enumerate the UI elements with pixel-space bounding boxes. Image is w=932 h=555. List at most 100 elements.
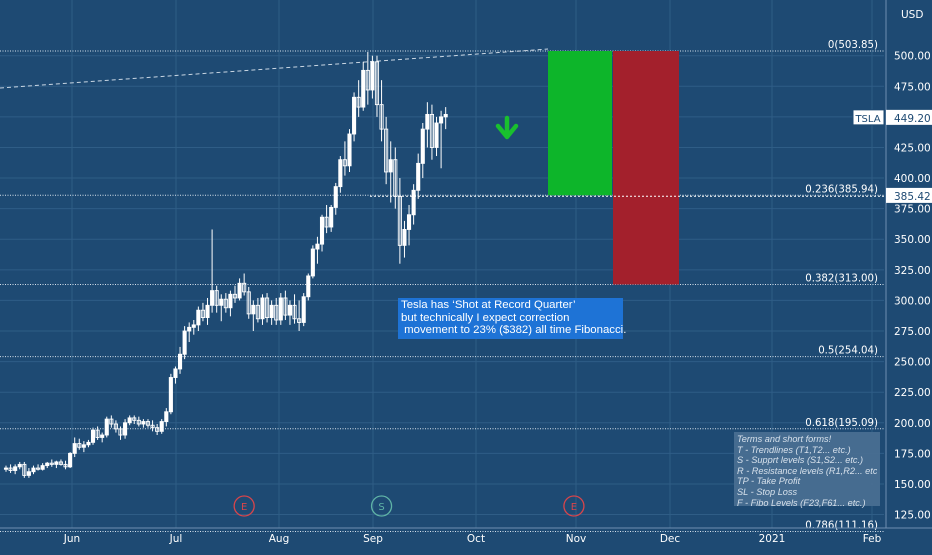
price-tick-label: 375.00 (894, 204, 931, 216)
candle (223, 293, 228, 313)
time-axis-label: Sep (363, 533, 383, 545)
candle (301, 293, 306, 327)
terms-line: S - Supprt levels (S1,S2... etc.) (737, 455, 864, 466)
candle (356, 80, 361, 117)
time-axis-label: 2021 (759, 533, 786, 545)
candle (132, 415, 137, 425)
candle-body (173, 368, 178, 378)
candle (77, 438, 82, 450)
candle (443, 107, 448, 130)
candle (393, 147, 398, 209)
candle-body (319, 216, 325, 245)
candle-body (297, 318, 302, 323)
candle (81, 441, 86, 453)
terms-line: F - Fibo Levels (F23,F61... etc.) (737, 497, 866, 508)
candle-body (95, 429, 100, 438)
candle (374, 55, 380, 117)
candle (210, 229, 215, 313)
candle (22, 461, 27, 478)
candle-body (384, 128, 389, 173)
candle-body (287, 304, 293, 316)
price-tick-label: 150.00 (894, 479, 931, 491)
target-zone (548, 50, 612, 196)
candle (228, 290, 233, 317)
candle-body (306, 275, 311, 298)
candle-body (242, 282, 247, 293)
candle-body (68, 452, 73, 468)
candle-body (443, 113, 448, 118)
candle (416, 153, 421, 199)
candle (54, 460, 59, 469)
candle (40, 463, 45, 471)
candle-body (420, 128, 425, 164)
candle-body (58, 461, 64, 465)
trendline (0, 48, 549, 89)
candle (429, 104, 434, 160)
candle (118, 426, 123, 440)
event-marker-circle (370, 495, 393, 517)
candle-body (205, 304, 210, 319)
candle-body (310, 248, 315, 277)
candle (200, 302, 205, 322)
candle-body (63, 463, 68, 468)
price-tick-label: 125.00 (894, 510, 931, 522)
event-marker-circle (563, 495, 585, 517)
candle (219, 294, 224, 322)
candle (347, 129, 352, 172)
candle (191, 319, 196, 335)
candle-body (434, 122, 439, 148)
candle-body (379, 104, 384, 130)
candle (370, 55, 375, 99)
event-marker: S (370, 495, 393, 517)
candle (109, 415, 114, 428)
candle-body (214, 290, 219, 306)
candle (17, 461, 22, 470)
time-axis-label: Oct (467, 533, 485, 545)
candle-body (397, 195, 402, 246)
candle (315, 236, 320, 264)
price-tick-label: 500.00 (894, 51, 931, 63)
candle (361, 61, 366, 111)
candle (182, 326, 187, 360)
candle-body (200, 309, 205, 319)
candle (246, 286, 251, 319)
symbol-tag: TSLA (854, 114, 880, 125)
note-line: but technically I expect correction (401, 311, 570, 324)
candle (265, 293, 270, 323)
candle-body (232, 293, 238, 299)
fib-level-label: 0.618(195.09) (805, 418, 878, 429)
candle-body (81, 444, 86, 448)
candle-body (429, 113, 434, 148)
candle-body (329, 206, 334, 228)
event-marker: E (563, 495, 585, 517)
price-tick-label: 250.00 (894, 357, 931, 369)
candle (306, 273, 311, 301)
candle-body (292, 304, 297, 320)
candle-body (411, 189, 416, 216)
candle (338, 156, 343, 193)
terms-legend[interactable]: Terms and short forms! T - Trendlines (T… (734, 432, 880, 508)
candle (205, 297, 210, 325)
candle-body (342, 159, 347, 167)
fib-level-label: 0.236(385.94) (805, 184, 878, 195)
last-price-box (886, 109, 932, 125)
candle (100, 432, 105, 443)
candle (13, 464, 18, 475)
analysis-note[interactable]: Tesla has ‘Shot at Record Quarter’ but t… (398, 298, 627, 339)
terms-line: TP - Take Profit (737, 476, 801, 487)
candle-body (274, 304, 279, 321)
candle (237, 278, 242, 301)
candle-body (100, 434, 105, 438)
candle-body (8, 467, 13, 471)
candle-body (132, 417, 137, 421)
fib-level-label: 0(503.85) (828, 40, 878, 51)
candle (274, 297, 279, 325)
candle (127, 415, 132, 426)
candle-body (425, 113, 430, 130)
note-line: Tesla has ‘Shot at Record Quarter’ (401, 299, 576, 311)
candle-body (219, 298, 224, 306)
candle-body (17, 463, 22, 468)
note-line: movement to 23% ($382) all time Fibonacc… (401, 324, 627, 336)
